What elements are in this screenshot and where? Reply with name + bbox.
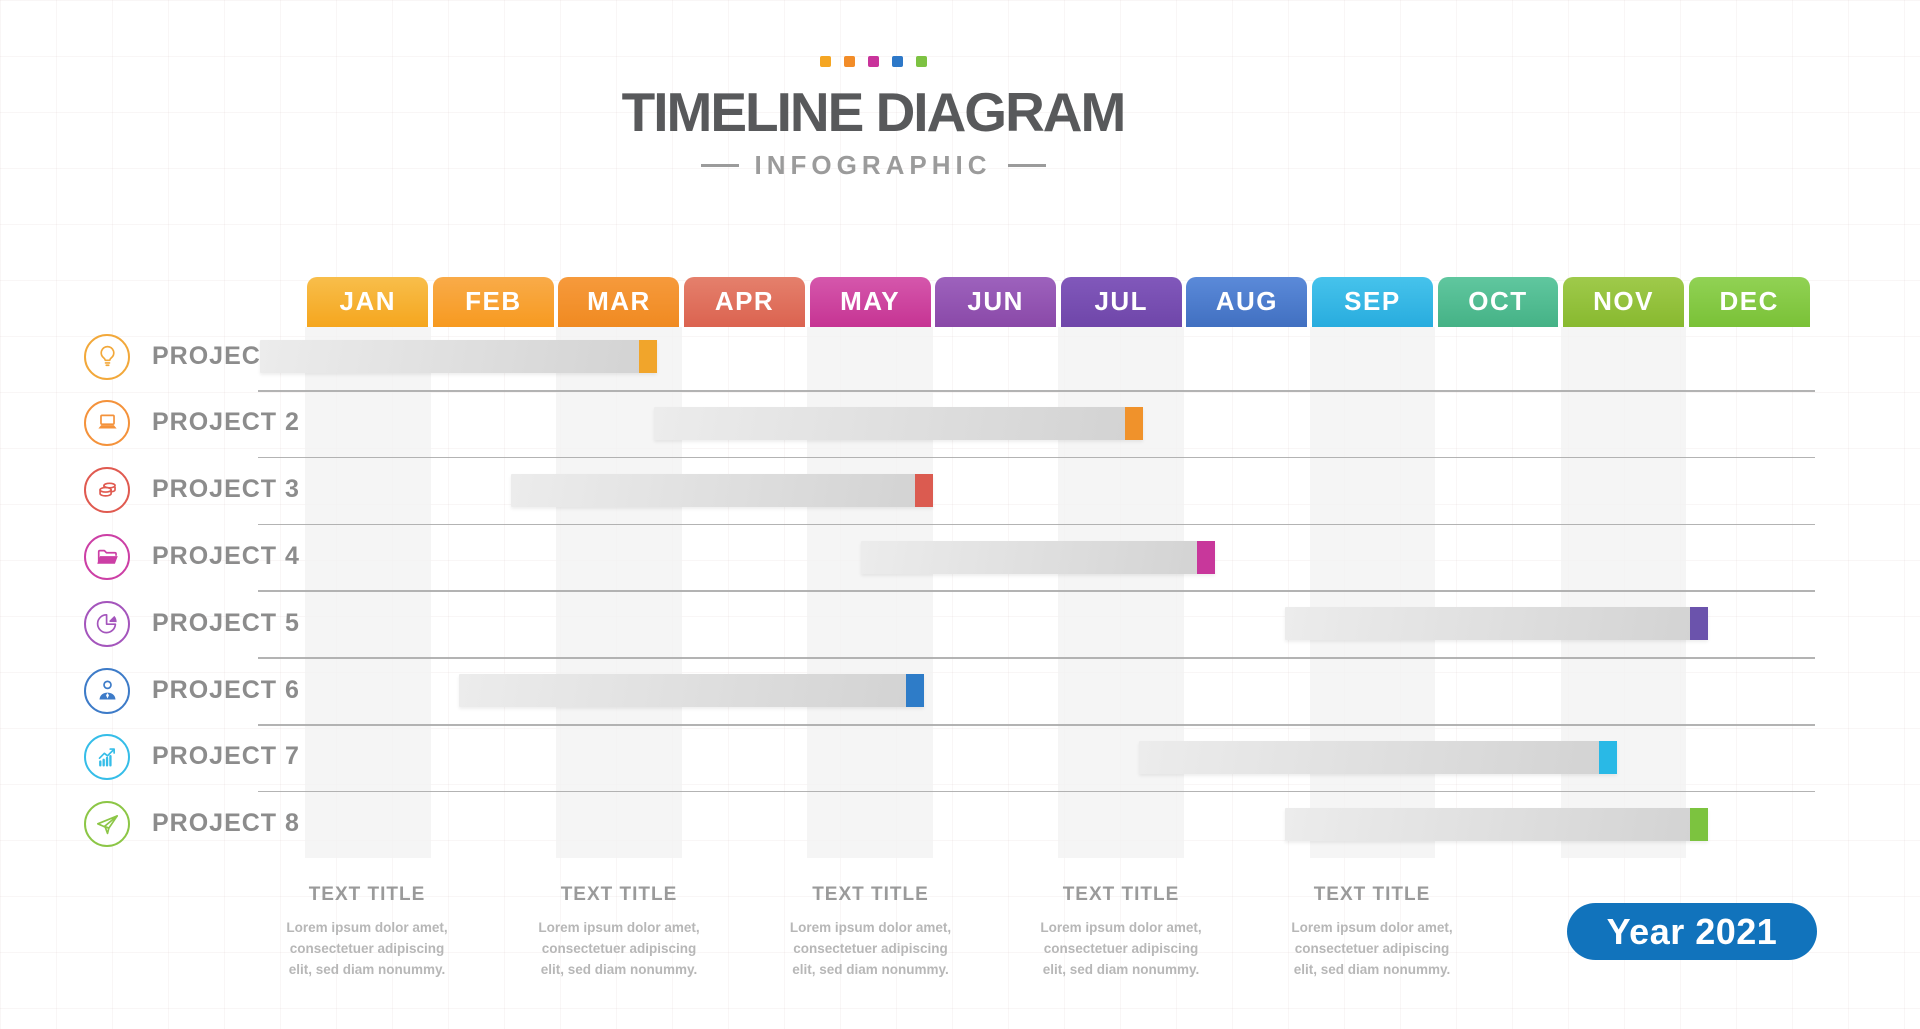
footnote-text: Lorem ipsum dolor amet, consectetuer adip… bbox=[746, 917, 996, 980]
month-tab-nov: NOV bbox=[1563, 276, 1685, 327]
footnote-title: TEXT TITLE bbox=[812, 884, 929, 905]
footnote-text-line: consectetuer adipiscing bbox=[541, 941, 697, 956]
gantt-bar-endcap bbox=[906, 674, 925, 708]
pie-chart-icon bbox=[84, 600, 130, 647]
year-badge: Year 2021 bbox=[1567, 903, 1817, 960]
row-separator bbox=[258, 523, 1815, 526]
footnote-title: TEXT TITLE bbox=[308, 884, 426, 905]
subtitle-left-dash bbox=[700, 164, 739, 167]
gantt-bar-endcap bbox=[1197, 540, 1216, 574]
footnote-text-line: Lorem ipsum dolor amet, bbox=[538, 920, 700, 935]
footnote-text-line: Lorem ipsum dolor amet, bbox=[789, 920, 952, 935]
row-separator bbox=[258, 590, 1815, 592]
footnote-text: Lorem ipsum dolor amet, consectetuer adip… bbox=[242, 917, 492, 980]
gantt-bar-endcap bbox=[914, 473, 933, 507]
row-separator bbox=[258, 456, 1815, 459]
folder-icon bbox=[84, 534, 130, 580]
gantt-bar-project-6 bbox=[459, 674, 925, 708]
footnote-title: TEXT TITLE bbox=[560, 884, 678, 905]
gantt-bar-endcap bbox=[1689, 607, 1708, 641]
footnote-text-line: consectetuer adipiscing bbox=[1043, 941, 1199, 956]
project-label: PROJECT 4 bbox=[152, 542, 300, 570]
footnote-title: TEXT TITLE bbox=[1313, 884, 1431, 905]
growth-chart-icon bbox=[84, 734, 130, 781]
lightbulb-icon bbox=[84, 333, 130, 380]
month-tab-aug: AUG bbox=[1186, 276, 1308, 327]
month-tab-jun: JUN bbox=[935, 276, 1057, 327]
footnote-text-line: Lorem ipsum dolor amet, bbox=[1040, 920, 1202, 935]
gantt-bar-project-1 bbox=[259, 340, 657, 374]
gantt-bar-project-7 bbox=[1138, 740, 1618, 774]
month-stripe-nov bbox=[1560, 327, 1687, 858]
row-separator bbox=[258, 390, 1815, 392]
month-tab-dec: DEC bbox=[1688, 276, 1810, 327]
footnote-text: Lorem ipsum dolor amet, consectetuer adip… bbox=[996, 917, 1246, 980]
month-tab-mar: MAR bbox=[558, 276, 680, 327]
project-label: PROJECT 5 bbox=[152, 608, 300, 637]
month-stripe-jan bbox=[305, 327, 431, 858]
month-tab-oct: OCT bbox=[1437, 276, 1559, 327]
footnote-text-line: consectetuer adipiscing bbox=[793, 941, 948, 956]
footnote-text-line: consectetuer adipiscing bbox=[1294, 941, 1450, 956]
row-separator bbox=[258, 724, 1815, 726]
footnote-text-line: elit, sed diam nonummy. bbox=[288, 962, 446, 977]
month-stripe-sep bbox=[1309, 327, 1436, 858]
footnote-text-line: elit, sed diam nonummy. bbox=[1042, 962, 1200, 977]
row-separator bbox=[258, 790, 1815, 793]
gantt-bar-endcap bbox=[1124, 406, 1143, 440]
project-label: PROJECT 3 bbox=[152, 475, 300, 504]
month-tab-apr: APR bbox=[684, 276, 805, 327]
footnote-text-line: Lorem ipsum dolor amet, bbox=[1291, 920, 1453, 935]
accent-square-5 bbox=[915, 56, 927, 67]
project-label: PROJECT 2 bbox=[152, 408, 300, 437]
month-tab-sep: SEP bbox=[1311, 276, 1433, 327]
project-label: PROJECT 6 bbox=[152, 675, 300, 704]
month-tab-jul: JUL bbox=[1060, 276, 1182, 327]
accent-squares bbox=[0, 56, 1746, 67]
month-tab-feb: FEB bbox=[432, 276, 554, 327]
gantt-bar-project-2 bbox=[654, 406, 1143, 440]
year-badge-label: Year 2021 bbox=[1606, 910, 1778, 952]
gantt-bar-project-8 bbox=[1284, 807, 1708, 841]
businessman-icon bbox=[84, 667, 130, 714]
project-label: PROJECT 8 bbox=[152, 809, 300, 838]
gantt-bar-endcap bbox=[1689, 807, 1708, 841]
accent-square-1 bbox=[819, 56, 831, 67]
accent-square-3 bbox=[867, 56, 879, 67]
gantt-bar-project-3 bbox=[510, 473, 933, 507]
gantt-bar-endcap bbox=[1599, 740, 1618, 774]
footnote-title: TEXT TITLE bbox=[1062, 884, 1180, 905]
month-tab-jan: JAN bbox=[307, 276, 429, 327]
footnote-text: Lorem ipsum dolor amet, consectetuer adip… bbox=[1247, 917, 1497, 980]
accent-square-4 bbox=[891, 56, 903, 67]
subtitle-right-dash bbox=[1007, 164, 1046, 167]
gantt-bar-project-4 bbox=[861, 540, 1216, 574]
month-tab-may: MAY bbox=[809, 276, 931, 327]
footnote-text-line: elit, sed diam nonummy. bbox=[1293, 962, 1451, 977]
laptop-icon bbox=[84, 400, 130, 447]
paper-plane-icon bbox=[84, 801, 130, 848]
page-subtitle: INFOGRAPHIC bbox=[0, 150, 1746, 181]
page-title: TIMELINE DIAGRAM bbox=[621, 81, 1127, 143]
footnote-block: TEXT TITLE Lorem ipsum dolor amet, consect… bbox=[242, 884, 492, 980]
gantt-bar-project-5 bbox=[1284, 607, 1708, 641]
footnote-text: Lorem ipsum dolor amet, consectetuer adip… bbox=[494, 917, 744, 980]
footnote-block: TEXT TITLE Lorem ipsum dolor amet, consect… bbox=[746, 884, 996, 980]
footnote-block: TEXT TITLE Lorem ipsum dolor amet, consect… bbox=[996, 884, 1246, 980]
footnote-text-line: Lorem ipsum dolor amet, bbox=[286, 920, 448, 935]
subtitle-text: INFOGRAPHIC bbox=[754, 150, 992, 180]
footnote-block: TEXT TITLE Lorem ipsum dolor amet, consect… bbox=[494, 884, 744, 980]
footnote-block: TEXT TITLE Lorem ipsum dolor amet, consect… bbox=[1247, 884, 1497, 980]
footnote-text-line: consectetuer adipiscing bbox=[289, 941, 445, 956]
gantt-bar-endcap bbox=[638, 340, 657, 374]
row-separator bbox=[258, 657, 1815, 659]
footnote-text-line: elit, sed diam nonummy. bbox=[540, 962, 698, 977]
footnote-text-line: elit, sed diam nonummy. bbox=[792, 962, 949, 977]
project-label: PROJECT 7 bbox=[152, 742, 300, 771]
coins-icon bbox=[84, 467, 130, 514]
accent-square-2 bbox=[843, 56, 855, 67]
